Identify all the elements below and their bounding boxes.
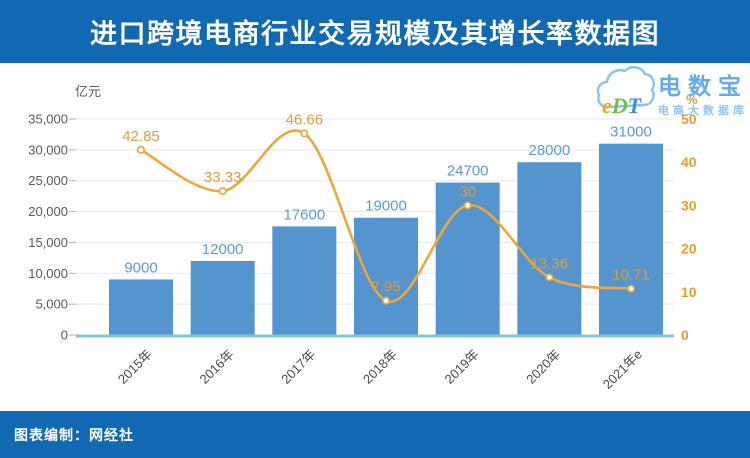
right-axis-tick-label: 20 (681, 241, 697, 257)
right-axis-tick-label: 50 (681, 111, 697, 127)
growth-point (545, 273, 554, 282)
growth-value-label: 42.85 (122, 128, 160, 145)
growth-value-label: 46.66 (286, 111, 324, 128)
growth-point (137, 145, 146, 154)
growth-value-label: 13.36 (531, 255, 569, 272)
footer-credit: 图表编制：网经社 (14, 426, 134, 443)
right-axis-tick-label: 40 (681, 154, 697, 170)
left-axis-tick-label: 10,000 (28, 266, 68, 281)
brand-column: 电数宝 电商大数据库 (658, 63, 748, 118)
bar (272, 226, 337, 336)
brand-name: 电数宝 (658, 73, 748, 99)
x-axis-label: 2017年 (278, 347, 318, 387)
brand-tagline: 电商大数据库 (658, 105, 748, 117)
bar-value-label: 31000 (610, 124, 652, 141)
bar-value-label: 28000 (528, 142, 570, 159)
growth-line-layer (137, 129, 636, 305)
growth-point (300, 129, 309, 138)
right-axis-tick-label: 10 (681, 284, 697, 300)
bar-value-label: 9000 (124, 259, 157, 276)
growth-value-label: 10.71 (612, 267, 650, 284)
growth-value-label: 7.95 (371, 279, 400, 296)
bar-value-label: 19000 (365, 198, 407, 215)
left-axis-tick-label: 0 (61, 328, 68, 343)
left-axis-tick-label: 35,000 (28, 112, 68, 127)
left-axis-tick-label: 30,000 (28, 142, 68, 157)
cloud-logo-icon: eDT (594, 63, 656, 125)
left-axis-tick-label: 25,000 (28, 173, 68, 188)
bar-value-label: 12000 (202, 241, 244, 258)
page-title: 进口跨境电商行业交易规模及其增长率数据图 (90, 19, 660, 49)
left-axis-unit: 亿元 (75, 84, 101, 99)
edt-logo: eDT 电数宝 电商大数据库 (594, 63, 750, 125)
left-axis-tick-label: 5,000 (35, 297, 68, 312)
svg-text:eDT: eDT (602, 93, 643, 118)
bar (354, 217, 419, 336)
growth-point (627, 284, 636, 293)
growth-value-label: 33.33 (204, 169, 242, 186)
x-axis-label: 2016年 (197, 347, 237, 387)
title-bar: 进口跨境电商行业交易规模及其增长率数据图 (0, 0, 750, 63)
bar-value-label: 17600 (283, 206, 325, 223)
bar-value-label: 24700 (447, 163, 489, 180)
growth-value-label: 30 (459, 183, 476, 200)
bars-layer (109, 143, 664, 336)
bar (190, 260, 255, 336)
footer-bar: 图表编制：网经社 (0, 411, 750, 458)
right-axis-tick-label: 0 (681, 327, 689, 343)
x-axis-label: 2019年 (442, 347, 482, 387)
right-axis-tick-label: 30 (681, 197, 697, 213)
bar (517, 162, 582, 336)
combo-chart: 0 5,000 10,000 15,000 20,000 25,000 30,000 35,0… (28, 84, 698, 392)
bar (109, 279, 173, 336)
x-axis-label: 2015年 (115, 347, 155, 387)
x-axis-label: 2021年e (600, 347, 645, 392)
growth-point (382, 296, 391, 305)
left-axis-tick-label: 15,000 (28, 235, 68, 250)
data-labels-layer: 9000 12000 17600 19000 24700 28000 31000 42.85 3… (122, 111, 652, 295)
left-axis-tick-label: 20,000 (28, 204, 68, 219)
growth-point (463, 201, 472, 210)
x-axis-label: 2018年 (360, 347, 400, 387)
bar (599, 143, 664, 336)
growth-point (218, 187, 227, 196)
right-axis-unit: % (686, 92, 698, 107)
x-axis-label: 2020年 (523, 347, 563, 387)
